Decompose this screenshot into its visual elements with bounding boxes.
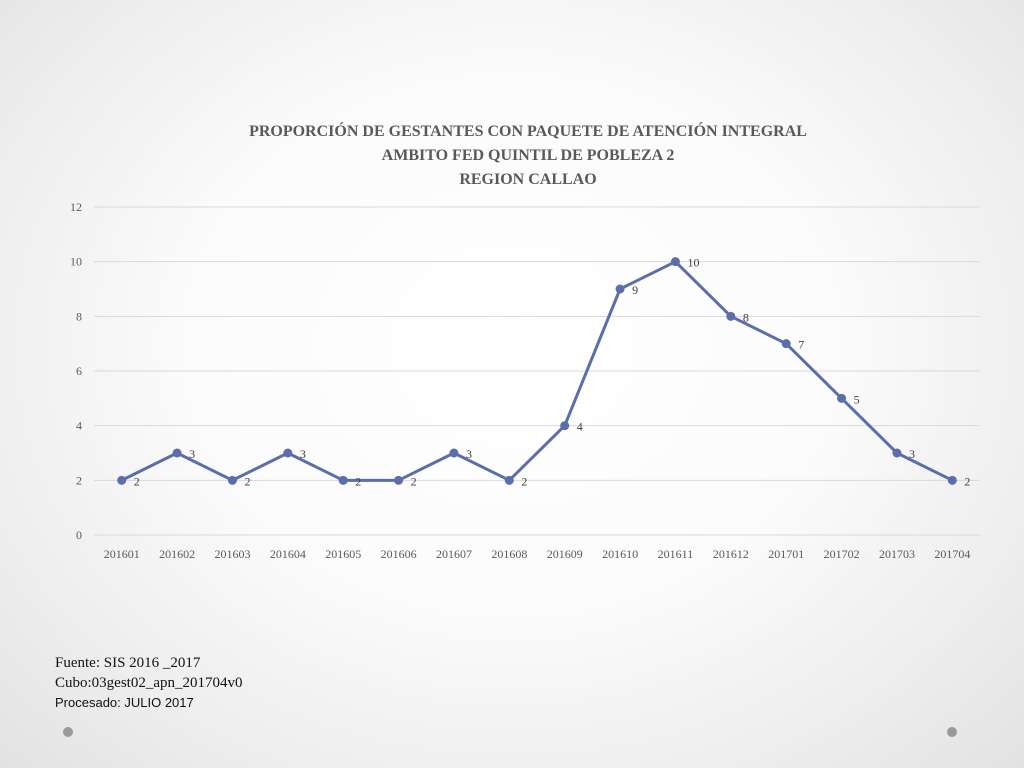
data-label: 2 xyxy=(355,474,361,488)
slide-corner-dot-right xyxy=(947,727,957,737)
x-tick-label: 201605 xyxy=(325,547,361,561)
data-point xyxy=(117,475,127,485)
series-line xyxy=(120,260,954,482)
x-tick-label: 201612 xyxy=(713,547,749,561)
x-tick-label: 201702 xyxy=(824,547,860,561)
y-tick-label: 6 xyxy=(76,364,82,378)
source-note: Fuente: SIS 2016 _2017 xyxy=(55,655,201,671)
data-label: 9 xyxy=(632,283,638,297)
data-label: 8 xyxy=(743,310,749,324)
data-point xyxy=(892,448,902,458)
data-point xyxy=(670,257,680,267)
x-tick-label: 201704 xyxy=(934,547,970,561)
x-tick-label: 201609 xyxy=(547,547,583,561)
data-label: 2 xyxy=(964,474,970,488)
x-tick-label: 201601 xyxy=(104,547,140,561)
data-point xyxy=(947,475,957,485)
data-label: 3 xyxy=(909,447,915,461)
x-tick-label: 201606 xyxy=(381,547,417,561)
y-tick-label: 10 xyxy=(70,255,82,269)
y-tick-label: 0 xyxy=(76,528,82,542)
data-point xyxy=(837,393,847,403)
data-label: 5 xyxy=(854,392,860,406)
x-tick-label: 201602 xyxy=(159,547,195,561)
y-tick-label: 4 xyxy=(76,419,82,433)
data-label: 7 xyxy=(798,338,804,352)
y-tick-label: 2 xyxy=(76,473,82,487)
data-point xyxy=(504,475,514,485)
data-point xyxy=(615,284,625,294)
x-tick-label: 201608 xyxy=(491,547,527,561)
data-label: 2 xyxy=(134,474,140,488)
data-point xyxy=(726,311,736,321)
y-tick-label: 8 xyxy=(76,309,82,323)
data-point xyxy=(560,421,570,431)
x-tick-label: 201701 xyxy=(768,547,804,561)
data-label: 2 xyxy=(411,474,417,488)
data-label: 2 xyxy=(521,474,527,488)
cube-note: Cubo:03gest02_apn_201704v0 xyxy=(55,675,243,691)
x-tick-label: 201604 xyxy=(270,547,306,561)
data-label: 2 xyxy=(244,474,250,488)
data-point xyxy=(338,475,348,485)
processed-note: Procesado: JULIO 2017 xyxy=(55,695,194,710)
x-tick-label: 201611 xyxy=(658,547,694,561)
x-tick-label: 201703 xyxy=(879,547,915,561)
chart-title-line-3: REGION CALLAO xyxy=(459,171,597,188)
data-point xyxy=(283,448,293,458)
data-label: 3 xyxy=(189,447,195,461)
data-label: 4 xyxy=(577,420,583,434)
slide-corner-dot-left xyxy=(63,727,73,737)
data-label: 3 xyxy=(300,447,306,461)
data-point xyxy=(781,339,791,349)
data-point xyxy=(449,448,459,458)
data-point xyxy=(394,475,404,485)
data-label: 10 xyxy=(687,256,699,270)
y-tick-label: 12 xyxy=(70,200,82,214)
x-tick-label: 201610 xyxy=(602,547,638,561)
x-tick-label: 201607 xyxy=(436,547,472,561)
data-label: 3 xyxy=(466,447,472,461)
data-point xyxy=(172,448,182,458)
chart-title-line-2: AMBITO FED QUINTIL DE POBLEZA 2 xyxy=(381,147,675,164)
data-point xyxy=(227,475,237,485)
x-tick-label: 201603 xyxy=(214,547,250,561)
chart-title-line-1: PROPORCIÓN DE GESTANTES CON PAQUETE DE A… xyxy=(249,123,807,140)
